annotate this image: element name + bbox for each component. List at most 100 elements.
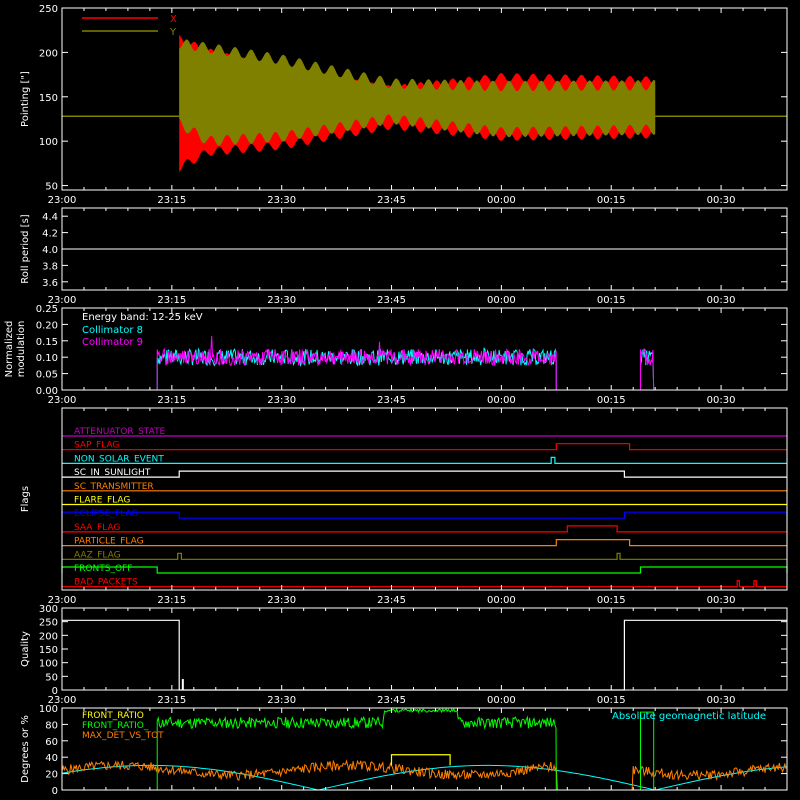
pointing-ytick-label: 200 [39,48,58,59]
roll-x-tick-label: 00:30 [707,295,736,306]
flag-label-fronts_off: FRONTS_OFF [74,564,132,574]
modulation-ytick-label: 0.05 [36,370,58,381]
roll-x-tick-label: 00:00 [487,295,516,306]
max-det-vs-tot-line [61,759,787,791]
flags-x-tick-label: 00:15 [597,595,626,606]
flag-label-sc_transmitter: SC_TRANSMITTER [74,482,154,492]
geomag-ylabel: Degrees or % [20,715,31,783]
flag-label-bad_packets: BAD_PACKETS [74,578,138,588]
modulation-title: Energy band: 12-25 keV [82,312,203,323]
quality-ylabel: Quality [20,631,31,667]
flags-x-tick-label: 23:45 [377,595,406,606]
pointing-legend-label: X [170,14,177,25]
geomag-ytick-label: 20 [45,770,58,781]
geomag-ytick-label: 80 [45,720,58,731]
pointing-frame [61,7,788,191]
quality-x-tick-label: 23:30 [267,695,296,706]
flag-label-attenuator_state: ATTENUATOR_STATE [74,427,166,437]
geomag-ytick-label: 40 [45,753,58,764]
quality-ytick-label: 200 [39,631,58,642]
quality-ytick-label: 100 [39,659,58,670]
quality-ytick-label: 150 [39,645,58,656]
roll-ylabel: Roll period [s] [20,214,31,283]
geomag-ytick-label: 100 [39,704,58,715]
geomag-latitude-label: Absolute geomagnetic latitude [612,711,766,722]
quality-x-tick-label: 23:15 [157,695,186,706]
flag-line-saa_flag [62,525,787,533]
front-ratio-line [390,754,451,766]
flag-line-bad_packets [62,580,787,588]
modulation-ytick-label: 0.25 [36,304,58,315]
flag-label-flare_flag: FLARE_FLAG [74,496,130,506]
quality-ytick-label: 50 [45,672,58,683]
geomag-legend-label: FRONT_RATIO [82,711,144,721]
quality-x-tick-label: 23:00 [48,695,77,706]
pointing-x-tick-label: 23:15 [157,195,186,206]
geomag-ytick-label: 60 [45,737,58,748]
roll-ytick-label: 3.6 [42,278,58,289]
pointing-x-tick-label: 23:00 [48,195,77,206]
collimator-8-line [156,347,655,391]
modulation-frame [61,307,788,391]
flag-label-eclipse_flag: ECLIPSE_FLAG [74,509,138,519]
flag-label-non_solar_event: NON_SOLAR_EVENT [74,454,164,464]
quality-x-tick-label: 00:15 [597,695,626,706]
flags-ylabel: Flags [20,486,31,512]
pointing-ytick-label: 50 [45,182,58,193]
pointing-x-tick-label: 00:15 [597,195,626,206]
geomag-ytick-label: 0 [52,786,58,797]
flag-line-fronts_off [61,566,788,574]
modulation-legend-label: Collimator 9 [82,337,143,348]
flag-label-aaz_flag: AAZ_FLAG [74,550,121,560]
pointing-ytick-label: 150 [39,93,58,104]
quality-line [62,619,787,691]
modulation-ytick-label: 0.20 [36,320,58,331]
geomag-legend-label: FRONT_RATIO_ [82,721,149,731]
flags-x-tick-label: 23:15 [157,595,186,606]
quality-ytick-label: 300 [39,604,58,615]
quality-frame [61,607,788,691]
geomag-latitude-line [61,764,788,791]
modulation-x-tick-label: 23:00 [48,395,77,406]
modulation-ylabel-line2: modulation [16,321,27,378]
modulation-ytick-label: 0.15 [36,337,58,348]
roll-ytick-label: 4.2 [42,229,58,240]
roll-x-tick-label: 23:30 [267,295,296,306]
geomag-frame [61,707,788,791]
flag-label-particle_flag: PARTICLE_FLAG [74,537,144,547]
roll-x-tick-label: 23:00 [48,295,77,306]
quality-ytick-label: 250 [39,618,58,629]
pointing-y-envelope [179,39,656,146]
pointing-x-tick-label: 00:00 [487,195,516,206]
modulation-ytick-label: 0.10 [36,353,58,364]
flags-x-tick-label: 00:30 [707,595,736,606]
pointing-ytick-label: 100 [39,137,58,148]
quality-x-tick-label: 00:30 [707,695,736,706]
roll-frame [61,207,788,291]
modulation-legend-label: Collimator 8 [82,325,143,336]
roll-ytick-label: 4.0 [42,245,58,256]
roll-ytick-label: 3.8 [42,261,58,272]
roll-x-tick-label: 23:15 [157,295,186,306]
quality-ytick-label: 0 [52,686,58,697]
flag-line-particle_flag [62,539,787,547]
flag-label-sap_flag: SAP_FLAG [74,441,119,451]
flags-x-tick-label: 23:00 [48,595,77,606]
flags-frame [61,407,788,591]
pointing-legend-label: Y [169,27,177,38]
geomag-legend-label: MAX_DET_VS_TOT [82,731,164,741]
modulation-x-tick-label: 23:15 [157,395,186,406]
modulation-x-tick-label: 23:45 [377,395,406,406]
modulation-x-tick-label: 00:15 [597,395,626,406]
flag-line-aaz_flag [62,552,787,560]
flag-line-sap_flag [62,443,787,451]
flag-label-sc_in_sunlight: SC_IN_SUNLIGHT [74,468,151,478]
modulation-ylabel-line1: Normalized [4,321,15,378]
flag-line-eclipse_flag [61,511,788,519]
flag-label-saa_flag: SAA_FLAG [74,523,120,533]
quality-x-tick-label: 23:45 [377,695,406,706]
roll-x-tick-label: 00:15 [597,295,626,306]
modulation-x-tick-label: 23:30 [267,395,296,406]
flag-line-non_solar_event [62,456,787,464]
